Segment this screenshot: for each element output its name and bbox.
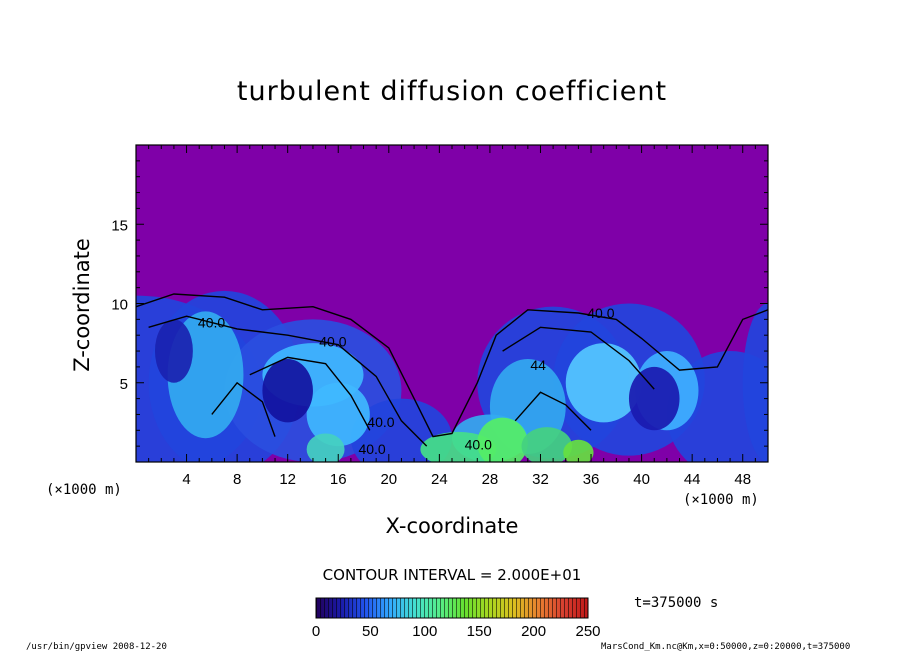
field-region	[521, 427, 573, 462]
x-tick-label: 12	[279, 471, 296, 488]
contour-line	[136, 293, 768, 438]
contour-label: 40.0	[367, 414, 394, 430]
field-region	[565, 343, 642, 423]
colorbar-stripes	[316, 598, 588, 618]
colorbar-tick-label: 150	[467, 623, 492, 640]
field-region	[628, 366, 680, 431]
colorbar-tick-label: 250	[575, 623, 600, 640]
colorbar-tick-label: 0	[312, 623, 320, 640]
chart-title: turbulent diffusion coefficient	[236, 76, 668, 107]
contour-line	[148, 315, 428, 447]
x-tick-label: 4	[182, 471, 190, 488]
field-region	[306, 382, 370, 447]
x-tick-label: 32	[532, 471, 549, 488]
footer-program-date: /usr/bin/gpview 2008-12-20	[26, 642, 167, 652]
y-tick-label: 5	[120, 376, 128, 393]
field-region	[742, 303, 768, 462]
contour-label: 40.0	[358, 441, 385, 457]
field-region	[262, 358, 313, 423]
footer-data-source: MarsCond_Km.nc@Km,x=0:50000,z=0:20000,t=…	[601, 642, 851, 652]
x-tick-label: 24	[431, 471, 448, 488]
field-region	[306, 433, 345, 462]
y-tick-label: 10	[111, 297, 128, 314]
contour-line	[249, 356, 371, 431]
x-tick-label: 8	[233, 471, 241, 488]
contour-label: 40.0	[319, 333, 346, 349]
x-tick-label: 20	[380, 471, 397, 488]
x-tick-label: 40	[633, 471, 650, 488]
contour-label: 40.0	[465, 436, 492, 452]
field-region	[563, 439, 594, 462]
x-tick-label: 16	[330, 471, 347, 488]
contour-line	[502, 326, 655, 390]
x-axis-label: X-coordinate	[385, 514, 519, 538]
colorbar-frame	[315, 597, 589, 619]
y-axis-label: Z-coordinate	[70, 238, 94, 372]
y-axis-unit: (×1000 m)	[46, 482, 122, 498]
contour-line	[211, 381, 276, 437]
colorbar-tick-label: 100	[412, 623, 437, 640]
x-tick-label: 48	[734, 471, 751, 488]
x-tick-label: 44	[684, 471, 701, 488]
colorbar-tick-label: 200	[521, 623, 546, 640]
contour-interval-label: CONTOUR INTERVAL = 2.000E+01	[322, 566, 582, 584]
time-label: t=375000 s	[634, 595, 719, 611]
field-region	[154, 319, 193, 383]
contour-label: 44	[530, 357, 546, 373]
colorbar-tick-label: 50	[362, 623, 379, 640]
contour-line	[514, 391, 592, 431]
field-region	[477, 417, 528, 462]
y-tick-label: 15	[111, 217, 128, 234]
x-axis-unit: (×1000 m)	[683, 492, 759, 508]
contour-label: 40.0	[198, 314, 225, 330]
x-tick-label: 36	[583, 471, 600, 488]
contour-label: 40.0	[587, 305, 614, 321]
x-tick-label: 28	[482, 471, 499, 488]
